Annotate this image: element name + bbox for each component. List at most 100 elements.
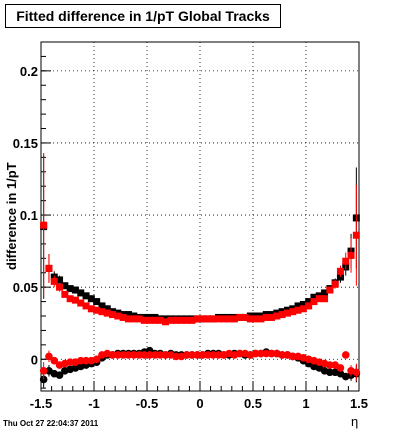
data-point — [76, 356, 85, 365]
data-point — [188, 351, 196, 359]
data-point — [98, 302, 106, 310]
x-tick-label: 0.5 — [244, 396, 262, 411]
data-point — [315, 295, 323, 303]
data-point — [246, 315, 254, 323]
data-point — [82, 302, 90, 310]
data-point — [278, 351, 286, 359]
data-point — [82, 292, 90, 300]
y-axis-label-text: difference in 1/pT — [4, 162, 19, 270]
data-point — [172, 352, 180, 361]
data-point — [209, 351, 218, 359]
data-point — [177, 316, 185, 324]
data-point — [50, 356, 59, 365]
data-point — [109, 311, 117, 319]
data-point — [162, 318, 170, 326]
data-point — [251, 349, 260, 358]
data-point — [188, 316, 196, 324]
data-point — [61, 282, 69, 290]
x-axis-label: η — [351, 414, 359, 429]
data-point — [326, 286, 334, 294]
data-point — [167, 316, 175, 324]
data-point — [288, 352, 297, 361]
data-point — [156, 316, 164, 324]
series-2 — [40, 153, 360, 326]
data-point — [230, 315, 238, 323]
data-point — [39, 367, 48, 375]
data-point — [204, 315, 212, 323]
data-point — [310, 293, 318, 301]
data-point — [103, 305, 111, 313]
data-point — [145, 351, 154, 359]
data-point — [310, 298, 318, 306]
data-point — [347, 251, 355, 259]
data-point — [193, 351, 202, 359]
data-point — [352, 368, 361, 377]
data-point — [352, 231, 360, 239]
data-point — [55, 371, 64, 379]
data-point — [273, 312, 281, 320]
x-tick-label: 1 — [302, 396, 309, 411]
data-point — [66, 358, 74, 366]
data-point — [114, 351, 122, 359]
x-tick-label: 1.5 — [350, 396, 368, 411]
y-tick-label: 0.1 — [20, 208, 38, 223]
data-point — [124, 315, 132, 323]
data-point — [45, 264, 53, 272]
data-point — [257, 315, 265, 323]
data-point — [108, 351, 117, 359]
data-point — [77, 289, 85, 297]
chart-title-text: Fitted difference in 1/pT Global Tracks — [16, 8, 270, 24]
data-point — [45, 352, 53, 361]
data-point — [199, 315, 207, 323]
data-point — [151, 351, 159, 359]
data-point — [336, 267, 344, 275]
y-tick-label: 0.05 — [13, 280, 38, 295]
data-point — [182, 351, 191, 359]
data-point — [124, 351, 133, 359]
data-point — [135, 351, 143, 359]
y-axis-label: difference in 1/pT — [2, 150, 20, 270]
data-point — [267, 349, 276, 358]
data-point — [146, 316, 154, 324]
data-point — [342, 257, 350, 265]
data-point — [98, 308, 106, 316]
data-point — [87, 305, 95, 313]
timestamp: Thu Oct 27 22:04:37 2011 — [3, 419, 99, 428]
data-point — [119, 313, 127, 321]
data-point — [183, 316, 191, 324]
data-point — [193, 315, 201, 323]
chart-title: Fitted difference in 1/pT Global Tracks — [5, 4, 281, 28]
data-point — [56, 283, 64, 291]
data-point — [299, 300, 307, 308]
data-point — [331, 280, 339, 288]
data-point — [294, 302, 302, 310]
data-point — [215, 315, 223, 323]
data-point — [77, 299, 85, 307]
data-point — [103, 309, 111, 317]
data-point — [321, 295, 329, 303]
data-point — [135, 315, 143, 323]
data-point — [151, 316, 159, 324]
data-point — [283, 309, 291, 317]
data-point — [161, 351, 170, 359]
data-point — [93, 306, 101, 314]
x-tick-label: -1.5 — [30, 396, 52, 411]
data-point — [225, 315, 233, 323]
data-point — [130, 315, 138, 323]
y-tick-label: 0.15 — [13, 136, 38, 151]
tick-labels: -1.5 -1 -0.5 0 0.5 1 1.5 0 0.05 0.1 0.15 0.2 — [13, 64, 368, 411]
data-point — [235, 349, 244, 358]
data-point — [39, 375, 48, 384]
data-point — [82, 356, 90, 365]
data-point — [114, 312, 122, 320]
data-point — [305, 298, 313, 306]
data-point — [87, 295, 95, 303]
data-point — [56, 276, 64, 284]
data-point — [156, 351, 165, 359]
data-point — [214, 351, 223, 359]
data-point — [336, 364, 345, 372]
data-point — [61, 290, 69, 298]
data-point — [71, 296, 79, 304]
data-point — [326, 361, 334, 369]
